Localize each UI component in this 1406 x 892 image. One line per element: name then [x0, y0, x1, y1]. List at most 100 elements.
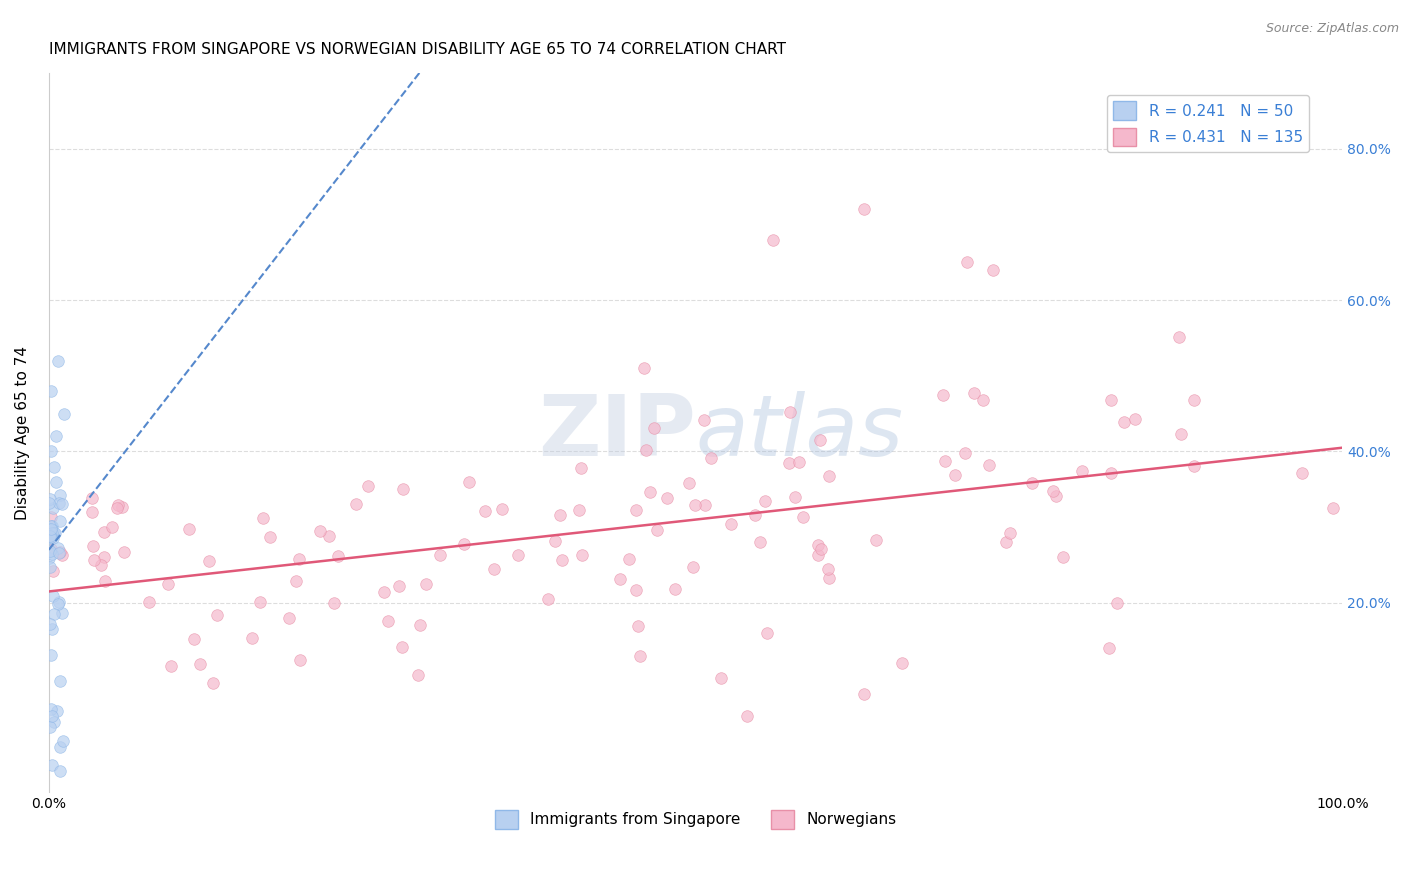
Point	[160, 659, 183, 673]
Point	[39, 522, 62, 536]
Point	[39, 491, 62, 506]
Point	[569, 461, 592, 475]
Point	[474, 504, 496, 518]
Point	[678, 476, 700, 491]
Text: ZIP: ZIP	[537, 391, 696, 474]
Point	[627, 619, 650, 633]
Point	[111, 500, 134, 514]
Point	[39, 530, 62, 544]
Point	[710, 672, 733, 686]
Point	[943, 468, 966, 483]
Point	[38, 522, 60, 536]
Point	[41, 757, 63, 772]
Point	[284, 574, 307, 589]
Point	[188, 657, 211, 672]
Point	[39, 531, 62, 545]
Point	[48, 595, 70, 609]
Point	[41, 501, 63, 516]
Point	[506, 548, 529, 562]
Point	[551, 553, 574, 567]
Point	[49, 764, 72, 778]
Point	[429, 548, 451, 562]
Point	[778, 456, 800, 470]
Point	[322, 596, 344, 610]
Point	[201, 675, 224, 690]
Point	[1184, 393, 1206, 408]
Point	[41, 510, 63, 524]
Point	[38, 543, 60, 558]
Point	[44, 525, 66, 540]
Point	[817, 561, 839, 575]
Point	[156, 577, 179, 591]
Point	[41, 525, 63, 540]
Point	[609, 573, 631, 587]
Point	[1045, 489, 1067, 503]
Point	[953, 445, 976, 459]
Point	[42, 531, 65, 545]
Point	[544, 533, 567, 548]
Point	[45, 475, 67, 489]
Point	[45, 704, 67, 718]
Point	[695, 498, 717, 512]
Point	[619, 551, 641, 566]
Point	[749, 534, 772, 549]
Point	[344, 497, 367, 511]
Point	[807, 538, 830, 552]
Point	[41, 519, 63, 533]
Point	[664, 582, 686, 596]
Point	[49, 673, 72, 688]
Point	[42, 589, 65, 603]
Point	[41, 623, 63, 637]
Point	[39, 617, 62, 632]
Point	[392, 482, 415, 496]
Point	[1105, 596, 1128, 610]
Point	[682, 560, 704, 574]
Point	[46, 353, 69, 368]
Point	[288, 552, 311, 566]
Point	[309, 524, 332, 538]
Point	[415, 577, 437, 591]
Point	[638, 484, 661, 499]
Point	[693, 413, 716, 427]
Point	[720, 517, 742, 532]
Point	[408, 668, 430, 682]
Point	[373, 584, 395, 599]
Point	[49, 740, 72, 755]
Point	[48, 545, 70, 559]
Point	[972, 393, 994, 408]
Point	[41, 709, 63, 723]
Point	[1322, 500, 1344, 515]
Text: Source: ZipAtlas.com: Source: ZipAtlas.com	[1265, 22, 1399, 36]
Point	[735, 709, 758, 723]
Point	[806, 548, 828, 562]
Point	[755, 625, 778, 640]
Point	[491, 502, 513, 516]
Point	[90, 558, 112, 572]
Point	[643, 421, 665, 435]
Point	[408, 617, 430, 632]
Point	[700, 450, 723, 465]
Point	[1114, 415, 1136, 429]
Point	[568, 503, 591, 517]
Point	[101, 520, 124, 534]
Point	[51, 607, 73, 621]
Point	[38, 551, 60, 566]
Text: atlas: atlas	[696, 391, 904, 474]
Point	[1123, 412, 1146, 426]
Point	[42, 459, 65, 474]
Point	[1042, 484, 1064, 499]
Point	[252, 511, 274, 525]
Point	[932, 388, 955, 402]
Point	[80, 505, 103, 519]
Point	[783, 490, 806, 504]
Point	[655, 491, 678, 506]
Point	[1170, 426, 1192, 441]
Point	[357, 479, 380, 493]
Point	[39, 702, 62, 716]
Point	[1182, 458, 1205, 473]
Point	[48, 488, 70, 502]
Point	[38, 530, 60, 544]
Point	[183, 632, 205, 646]
Y-axis label: Disability Age 65 to 74: Disability Age 65 to 74	[15, 345, 30, 519]
Point	[138, 595, 160, 609]
